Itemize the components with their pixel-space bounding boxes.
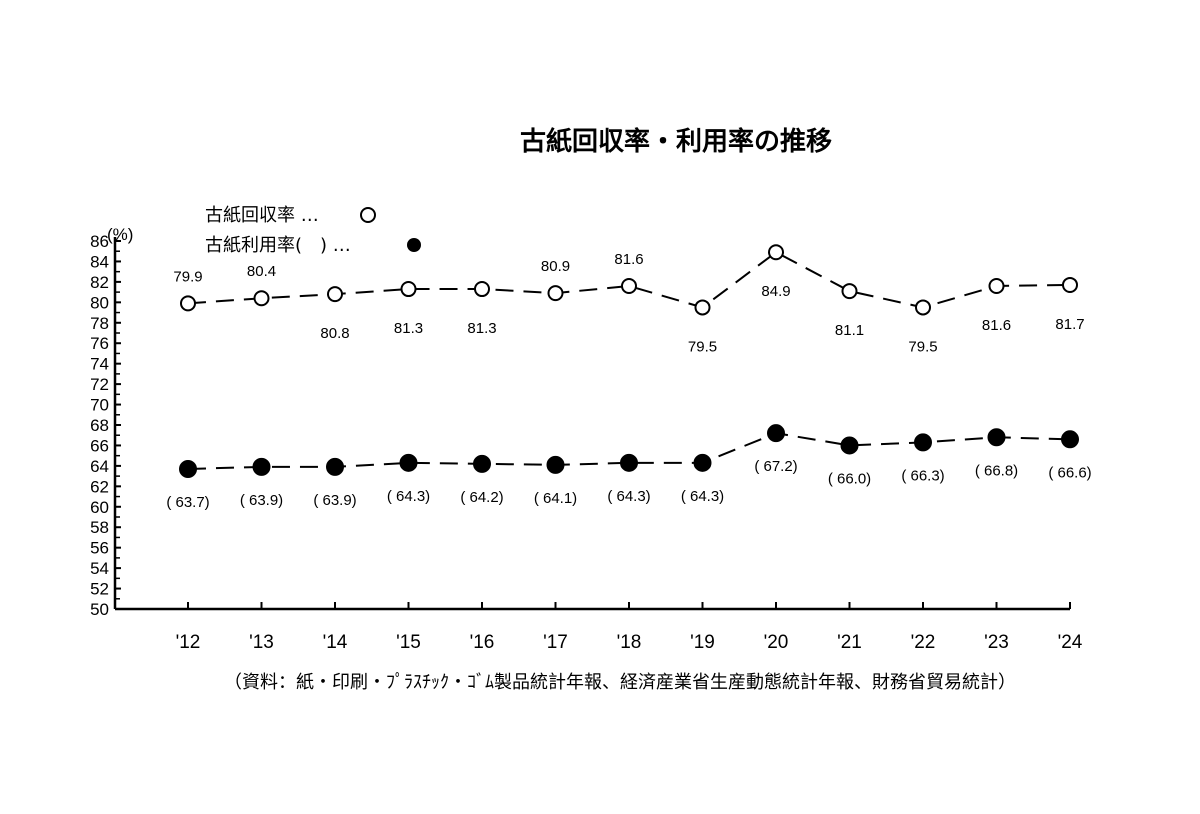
x-tick-label: '23: [984, 632, 1009, 653]
y-tick-label: 76: [90, 334, 109, 353]
usage-rate-value-label: ( 66.0): [828, 470, 871, 487]
recovery-rate-value-label: 81.7: [1055, 316, 1084, 333]
usage-rate-marker: [840, 436, 859, 455]
series-lines: [179, 244, 1079, 478]
usage-rate-value-label: ( 66.3): [901, 467, 944, 484]
y-tick-label: 62: [90, 477, 109, 496]
usage-rate-value-label: ( 64.2): [460, 489, 503, 506]
chart-title: 古紙回収率・利用率の推移: [520, 126, 832, 157]
recovery-rate-marker: [915, 299, 931, 316]
y-tick-label: 84: [90, 252, 109, 271]
usage-rate-value-label: ( 63.7): [166, 494, 209, 511]
recovery-rate-value-label: 79.5: [908, 338, 937, 355]
usage-rate-value-label: ( 64.1): [534, 490, 577, 507]
filled-circle-marker-icon: [407, 238, 421, 252]
usage-rate-marker: [326, 457, 344, 476]
usage-rate-value-label: ( 64.3): [607, 488, 650, 505]
usage-rate-value-label: ( 63.9): [313, 492, 356, 509]
legend: 古紙回収率 … 古紙利用率( ) …: [205, 205, 421, 256]
x-tick-label: '22: [911, 632, 936, 653]
recovery-rate-value-label: 81.6: [982, 317, 1011, 334]
usage-rate-value-label: ( 67.2): [754, 458, 797, 475]
recovery-rate-marker: [547, 285, 564, 302]
usage-rate-value-label: ( 64.3): [681, 488, 724, 505]
source-note: （資料：紙・印刷・ﾌﾟﾗｽﾁｯｸ・ｺﾞﾑ製品統計年報、経済産業省生産動態統計年報…: [224, 672, 1016, 693]
y-tick-label: 78: [90, 314, 109, 333]
usage-rate-marker: [767, 424, 785, 443]
recovery-rate-value-label: 81.1: [835, 322, 864, 339]
y-tick-label: 82: [90, 273, 109, 292]
open-circle-marker-icon: [360, 207, 376, 223]
usage-rate-value-label: ( 66.8): [975, 462, 1018, 479]
usage-rate-marker: [693, 453, 712, 472]
usage-rate-marker: [1061, 430, 1079, 449]
recovery-rate-marker: [694, 299, 711, 316]
y-tick-label: 58: [90, 518, 109, 537]
y-tick-label: 86: [90, 232, 109, 251]
usage-rate-value-label: ( 64.3): [387, 488, 430, 505]
x-tick-label: '13: [249, 632, 274, 653]
recovery-rate-marker: [327, 286, 343, 303]
usage-rate-marker: [473, 454, 491, 473]
recovery-rate-marker: [621, 277, 637, 294]
x-tick-label: '18: [617, 632, 642, 653]
recovery-rate-value-label: 80.8: [320, 325, 349, 342]
recovery-rate-marker: [768, 244, 784, 261]
usage-rate-marker: [399, 453, 418, 472]
y-tick-label: 52: [90, 580, 109, 599]
y-tick-label: 68: [90, 416, 109, 435]
recovery-rate-value-label: 79.5: [688, 338, 717, 355]
recovery-rate-value-label: 84.9: [761, 283, 790, 300]
usage-rate-value-label: ( 66.6): [1048, 464, 1091, 481]
recovery-rate-value-label: 79.9: [173, 268, 202, 285]
recovery-rate-value-label: 80.4: [247, 263, 276, 280]
recovery-rate-marker: [474, 281, 490, 298]
x-tick-label: '24: [1058, 632, 1083, 653]
x-tick-label: '21: [837, 632, 862, 653]
recovery-rate-value-label: 81.3: [394, 320, 423, 337]
recovery-rate-marker: [180, 295, 196, 312]
y-axis-unit: (%): [107, 225, 133, 244]
recovery-rate-marker: [1062, 276, 1078, 293]
recovery-rate-value-label: 81.6: [614, 251, 643, 268]
usage-rate-value-label: ( 63.9): [240, 492, 283, 509]
y-tick-label: 80: [90, 293, 109, 312]
usage-rate-marker: [987, 428, 1006, 447]
y-tick-label: 60: [90, 498, 109, 517]
y-tick-label: 56: [90, 539, 109, 558]
y-tick-label: 50: [90, 600, 109, 619]
recovery-rate-marker: [841, 283, 858, 300]
recovery-rate-marker: [988, 277, 1005, 294]
x-tick-label: '20: [764, 632, 789, 653]
x-tick-label: '16: [470, 632, 495, 653]
x-tick-label: '15: [396, 632, 421, 653]
recovery-rate-marker: [253, 290, 270, 307]
recovery-rate-value-label: 81.3: [467, 320, 496, 337]
x-tick-label: '14: [323, 632, 348, 653]
usage-rate-marker: [252, 457, 271, 476]
legend-recovery-label: 古紙回収率 …: [205, 205, 319, 226]
x-tick-label: '12: [176, 632, 201, 653]
x-tick-label: '17: [543, 632, 568, 653]
y-tick-label: 66: [90, 436, 109, 455]
y-tick-label: 54: [90, 559, 109, 578]
usage-rate-marker: [179, 459, 197, 478]
recovery-rate-marker: [400, 281, 417, 298]
y-tick-label: 64: [90, 457, 109, 476]
usage-rate-marker: [546, 455, 565, 474]
x-tick-label: '19: [690, 632, 715, 653]
usage-rate-marker: [620, 453, 638, 472]
y-tick-label: 70: [90, 396, 109, 415]
usage-rate-marker: [914, 433, 932, 452]
recovery-rate-value-label: 80.9: [541, 258, 570, 275]
y-tick-label: 74: [90, 355, 109, 374]
y-tick-label: 72: [90, 375, 109, 394]
data-labels: 79.9 80.4 80.8 81.3 81.3 80.9 81.6 79.5 84.9 81.1…: [166, 251, 1091, 511]
legend-usage-label: 古紙利用率( ) …: [205, 235, 351, 256]
